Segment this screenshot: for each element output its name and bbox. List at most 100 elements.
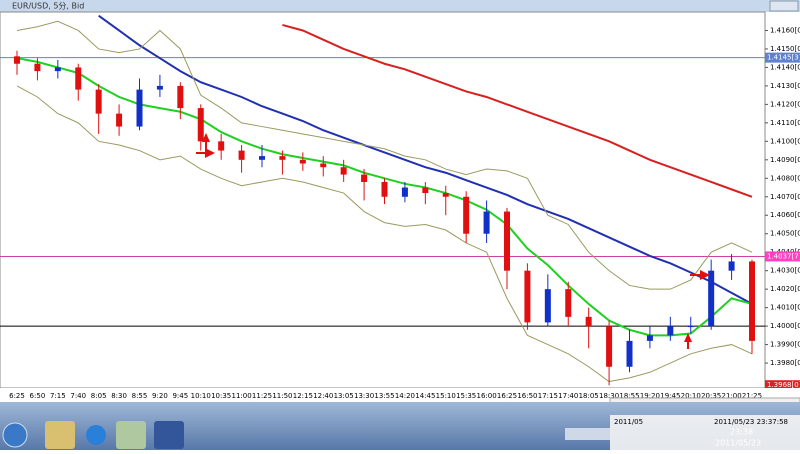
x-tick-label: 18:30 bbox=[599, 392, 619, 400]
y-tick-label: 1.4070[0] bbox=[770, 193, 800, 201]
candle-body bbox=[238, 150, 245, 160]
candle-body bbox=[626, 340, 633, 367]
price-tag bbox=[765, 52, 800, 63]
x-tick-label: 6:50 bbox=[30, 392, 46, 400]
x-tick-label: 20:10 bbox=[681, 392, 701, 400]
candle-body bbox=[667, 326, 674, 336]
x-tick-label: 16:50 bbox=[517, 392, 537, 400]
x-tick-label: 11:50 bbox=[272, 392, 292, 400]
y-tick-label: 1.4010[0] bbox=[770, 304, 800, 312]
candle-body bbox=[463, 196, 470, 234]
status-datetime: 2011/05/23 23:37:58 bbox=[714, 418, 788, 426]
x-tick-label: 18:55 bbox=[619, 392, 639, 400]
window-title: EUR/USD, 5分, Bid bbox=[12, 2, 84, 11]
candle-body bbox=[401, 187, 408, 197]
title-bar bbox=[0, 0, 800, 12]
app-icon[interactable] bbox=[116, 421, 146, 449]
x-tick-label: 17:15 bbox=[538, 392, 558, 400]
candle-body bbox=[524, 270, 531, 323]
x-tick-label: 21:00 bbox=[721, 392, 741, 400]
indicator-line bbox=[282, 23, 753, 198]
price-tag-label: 1.4037[7] bbox=[767, 252, 800, 260]
price-tag bbox=[765, 251, 800, 262]
candle-body bbox=[565, 289, 572, 317]
x-tick-label: 8:05 bbox=[91, 392, 107, 400]
trading-app-icon[interactable] bbox=[154, 421, 184, 449]
candle-body bbox=[544, 289, 551, 323]
price-tag-label: 1.4145[3] bbox=[767, 54, 800, 62]
x-tick-label: 8:55 bbox=[132, 392, 148, 400]
y-tick-label: 1.4150[0] bbox=[770, 45, 800, 53]
candle-body bbox=[340, 167, 347, 175]
x-tick-label: 10:35 bbox=[211, 392, 231, 400]
x-tick-label: 21:25 bbox=[742, 392, 762, 400]
candle-body bbox=[320, 163, 327, 168]
clock-time: 23:38 bbox=[730, 428, 753, 437]
candle-body bbox=[14, 56, 20, 64]
candle-body bbox=[197, 108, 204, 142]
candle-body bbox=[606, 326, 613, 367]
start-button[interactable] bbox=[2, 422, 28, 448]
indicator-line bbox=[16, 85, 753, 383]
arrow bbox=[196, 148, 215, 158]
x-tick-label: 13:55 bbox=[374, 392, 394, 400]
x-tick-label: 12:40 bbox=[313, 392, 333, 400]
x-tick-label: 10:10 bbox=[191, 392, 211, 400]
x-tick-label: 15:35 bbox=[456, 392, 476, 400]
y-tick-label: 1.4090[0] bbox=[770, 156, 800, 164]
y-tick-label: 1.4130[0] bbox=[770, 82, 800, 90]
arrow bbox=[690, 270, 710, 280]
candle-body bbox=[54, 67, 61, 72]
candle-body bbox=[708, 270, 715, 327]
x-tick-label: 15:10 bbox=[436, 392, 456, 400]
arrow bbox=[202, 133, 210, 149]
explorer-icon[interactable] bbox=[45, 421, 75, 449]
x-tick-label: 16:25 bbox=[497, 392, 517, 400]
x-tick-label: 9:20 bbox=[152, 392, 168, 400]
candle-body bbox=[136, 89, 143, 127]
x-tick-label: 14:20 bbox=[395, 392, 415, 400]
x-tick-label: 11:00 bbox=[231, 392, 251, 400]
candle-body bbox=[299, 159, 306, 164]
y-tick-label: 1.4080[0] bbox=[770, 174, 800, 182]
y-tick-label: 1.4120[0] bbox=[770, 100, 800, 108]
y-tick-label: 1.4050[0] bbox=[770, 230, 800, 238]
x-tick-label: 17:40 bbox=[558, 392, 578, 400]
y-tick-label: 1.4000[0] bbox=[770, 322, 800, 330]
tray-icons[interactable] bbox=[565, 428, 610, 440]
candle-body bbox=[728, 261, 735, 271]
window-buttons[interactable] bbox=[769, 0, 799, 12]
candle-body bbox=[218, 141, 225, 151]
candle-body bbox=[504, 211, 510, 271]
x-tick-label: 9:45 bbox=[172, 392, 188, 400]
x-tick-label: 19:20 bbox=[640, 392, 660, 400]
x-tick-label: 19:45 bbox=[660, 392, 680, 400]
candle-body bbox=[361, 174, 368, 182]
candle-body bbox=[116, 113, 123, 127]
y-tick-label: 1.4110[0] bbox=[770, 119, 800, 127]
candle-body bbox=[585, 316, 592, 327]
candle-body bbox=[279, 156, 286, 160]
y-tick-label: 1.4140[0] bbox=[770, 63, 800, 71]
x-tick-label: 20:35 bbox=[701, 392, 721, 400]
candle-body bbox=[177, 85, 184, 109]
ie-icon[interactable] bbox=[86, 425, 106, 445]
x-tick-label: 6:25 bbox=[9, 392, 25, 400]
y-tick-label: 1.3980[0] bbox=[770, 359, 800, 367]
y-tick-label: 1.4060[0] bbox=[770, 211, 800, 219]
status-popup bbox=[610, 415, 800, 450]
y-tick-label: 1.4020[0] bbox=[770, 285, 800, 293]
arrow bbox=[684, 333, 692, 349]
x-tick-label: 8:30 bbox=[111, 392, 127, 400]
candle-body bbox=[156, 85, 163, 90]
y-tick-label: 1.3990[0] bbox=[770, 341, 800, 349]
candle-body bbox=[34, 63, 41, 72]
candle-body bbox=[422, 187, 429, 194]
candle-body bbox=[75, 67, 82, 90]
y-tick-label: 1.4030[0] bbox=[770, 267, 800, 275]
x-tick-label: 12:15 bbox=[293, 392, 313, 400]
x-tick-label: 16:00 bbox=[476, 392, 496, 400]
x-tick-label: 7:15 bbox=[50, 392, 66, 400]
